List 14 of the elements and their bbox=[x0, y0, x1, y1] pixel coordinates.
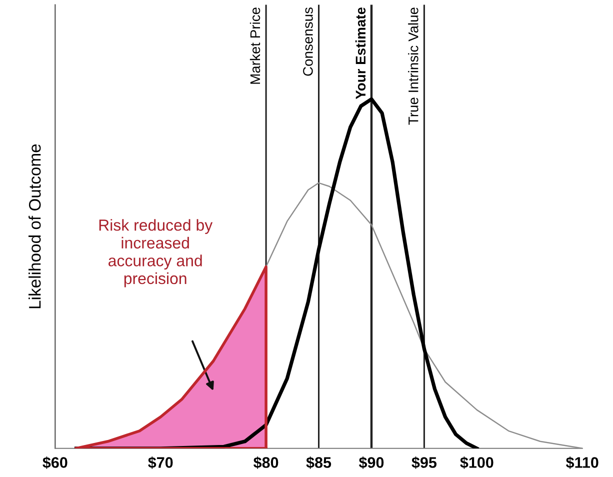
ref-line-label: Consensus bbox=[303, 7, 313, 76]
ref-line-label: True Intrinsic Value bbox=[408, 8, 418, 125]
x-tick-label: $100 bbox=[460, 456, 494, 469]
annotation: Risk reduced by increased accuracy and precision bbox=[99, 219, 213, 288]
ref-line-label: Your Estimate bbox=[355, 7, 366, 100]
x-tick-label: $85 bbox=[306, 456, 332, 469]
x-tick-label: $110 bbox=[566, 456, 598, 469]
x-tick-label: $80 bbox=[254, 456, 278, 469]
x-tick-label: $60 bbox=[42, 456, 68, 469]
y-axis-title: Likelihood of Outcome bbox=[28, 144, 41, 308]
x-tick-label: $90 bbox=[358, 456, 384, 469]
ref-line-label: Market Price bbox=[250, 8, 260, 84]
x-tick-label: $95 bbox=[412, 456, 437, 469]
x-tick-label: $70 bbox=[148, 456, 173, 469]
